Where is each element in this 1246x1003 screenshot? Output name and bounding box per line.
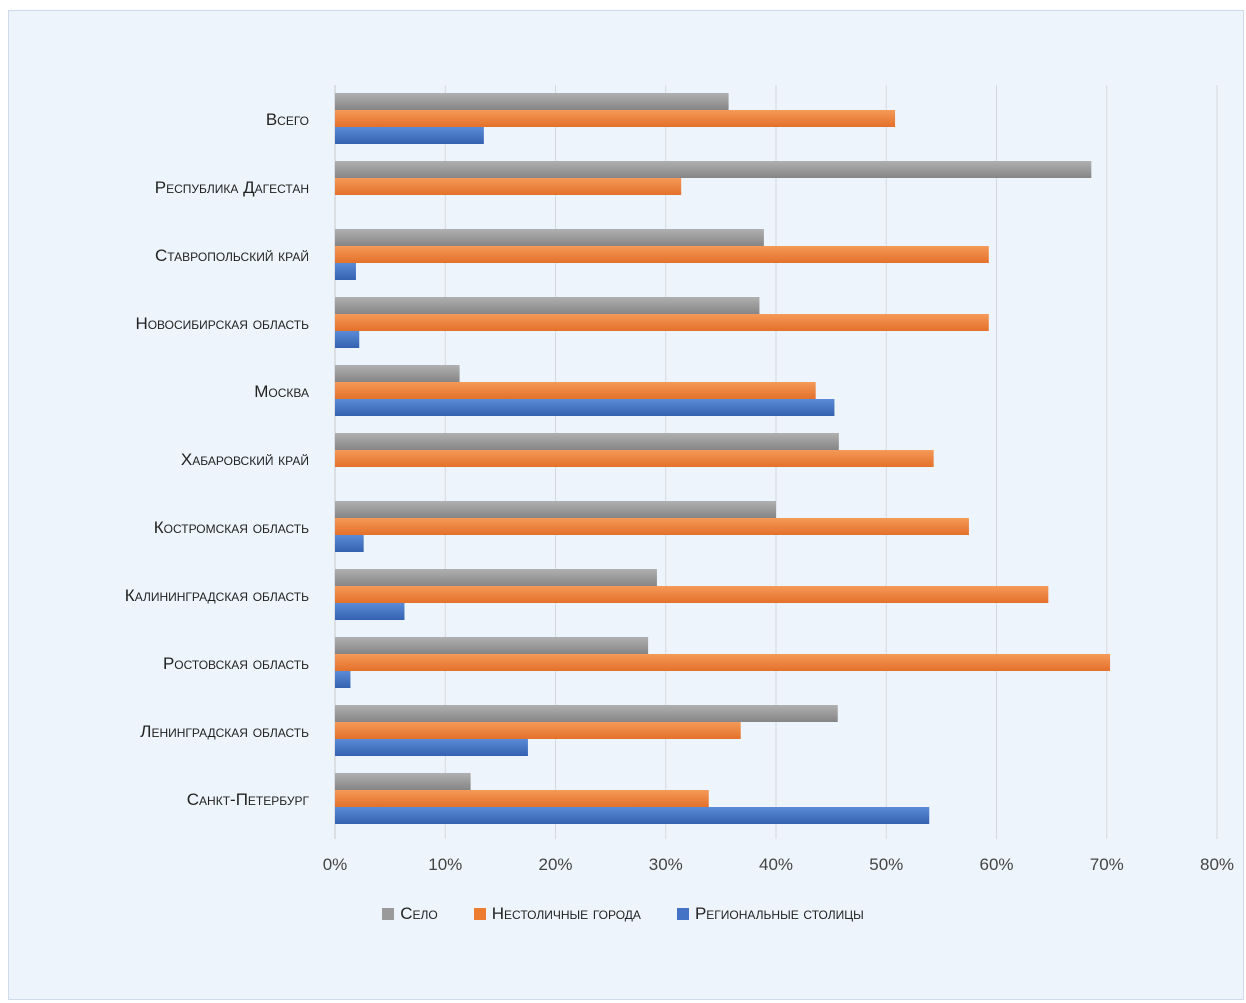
bar-selo [335, 501, 776, 518]
legend-label-regional-capitals: Региональные столицы [694, 904, 864, 923]
category-label: Ростовская область [163, 654, 309, 673]
category-label: Ставропольский край [155, 246, 309, 265]
bar-regional-capitals [335, 263, 356, 280]
bar-non-capital-cities [335, 654, 1111, 671]
bar-non-capital-cities [335, 790, 709, 807]
legend-item-non-capital-cities: Нестоличные города [473, 904, 641, 924]
bar-non-capital-cities [335, 722, 741, 739]
bar-non-capital-cities [335, 314, 989, 331]
category-label: Всего [266, 110, 309, 129]
x-tick-label: 60% [979, 855, 1013, 874]
legend-swatch-selo [382, 908, 395, 920]
category-label: Санкт-Петербург [187, 790, 310, 809]
bar-regional-capitals [335, 399, 835, 416]
bar-selo [335, 705, 838, 722]
bar-regional-capitals [335, 603, 405, 620]
legend: Село Нестоличные города Региональные сто… [0, 904, 1246, 924]
bar-selo [335, 637, 649, 654]
bar-regional-capitals [335, 535, 364, 552]
x-tick-label: 0% [323, 855, 348, 874]
bar-regional-capitals [335, 331, 360, 348]
legend-label-selo: Село [400, 904, 438, 923]
legend-swatch-regional-capitals [676, 908, 689, 920]
x-tick-label: 80% [1200, 855, 1234, 874]
bar-selo [335, 773, 471, 790]
category-label: Ленинградская область [140, 722, 309, 741]
bar-non-capital-cities [335, 518, 969, 535]
category-label: Калининградская область [125, 586, 309, 605]
category-label: Республика Дагестан [155, 178, 309, 197]
bar-selo [335, 569, 657, 586]
bar-non-capital-cities [335, 382, 816, 399]
x-tick-label: 10% [428, 855, 462, 874]
bar-selo [335, 229, 764, 246]
legend-item-selo: Село [382, 904, 438, 924]
legend-swatch-non-capital-cities [473, 908, 486, 920]
x-axis-tick-labels: 0% 10% 20% 30% 40% 50% 60% 70% 80% [323, 855, 1234, 874]
category-label: Новосибирская область [135, 314, 309, 333]
bar-selo [335, 93, 729, 110]
bar-regional-capitals [335, 739, 528, 756]
bar-non-capital-cities [335, 586, 1049, 603]
category-labels: Всего Республика Дагестан Ставропольский к… [125, 110, 310, 809]
x-tick-label: 30% [649, 855, 683, 874]
category-label: Москва [254, 382, 309, 401]
bar-non-capital-cities [335, 246, 989, 263]
category-label: Костромская область [154, 518, 309, 537]
legend-item-regional-capitals: Региональные столицы [676, 904, 864, 924]
bar-selo [335, 433, 839, 450]
x-tick-label: 40% [759, 855, 793, 874]
bar-regional-capitals [335, 671, 351, 688]
legend-label-non-capital-cities: Нестоличные города [491, 904, 641, 923]
x-tick-label: 70% [1090, 855, 1124, 874]
bar-non-capital-cities [335, 178, 682, 195]
x-tick-label: 50% [869, 855, 903, 874]
bar-selo [335, 161, 1092, 178]
bar-regional-capitals [335, 127, 484, 144]
bar-selo [335, 297, 760, 314]
category-label: Хабаровский край [181, 450, 309, 469]
x-tick-label: 20% [538, 855, 572, 874]
bar-selo [335, 365, 460, 382]
bar-non-capital-cities [335, 450, 934, 467]
bar-regional-capitals [335, 807, 930, 824]
bar-non-capital-cities [335, 110, 896, 127]
bars [335, 93, 1111, 824]
